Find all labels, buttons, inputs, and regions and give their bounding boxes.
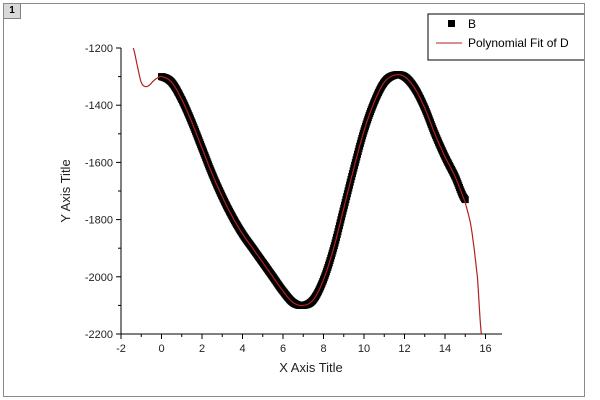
x-tick-label: 10 bbox=[358, 343, 370, 355]
x-tick-label: 2 bbox=[199, 343, 205, 355]
fit-curve bbox=[132, 47, 482, 335]
legend-label-b: B bbox=[468, 17, 476, 31]
scatter-point-b bbox=[461, 196, 469, 204]
x-tick-label: 14 bbox=[439, 343, 451, 355]
tick-marks bbox=[116, 47, 486, 339]
polynomial-fit-line bbox=[132, 47, 482, 335]
legend[interactable]: B Polynomial Fit of D bbox=[427, 13, 584, 61]
tick-labels: -2 0 2 4 6 8 10 12 14 16 -2200 -2000 -1800 -1600 -1400… bbox=[85, 43, 492, 355]
layer-number-badge[interactable]: 1 bbox=[4, 4, 21, 19]
legend-label-fit: Polynomial Fit of D bbox=[468, 36, 569, 50]
x-tick-label: 6 bbox=[280, 343, 286, 355]
x-tick-label: 12 bbox=[398, 343, 410, 355]
y-axis-title: Y Axis Title bbox=[58, 159, 73, 222]
graph-window: 1 -2 0 2 4 6 8 10 12 14 16 -2200 -2000 -1800 -1600 -14… bbox=[3, 3, 585, 397]
x-tick-label: -2 bbox=[116, 343, 126, 355]
x-tick-label: 0 bbox=[158, 343, 164, 355]
x-tick-label: 8 bbox=[320, 343, 326, 355]
data-points bbox=[158, 71, 469, 310]
y-tick-label: -1600 bbox=[85, 157, 113, 169]
y-tick-label: -1800 bbox=[85, 215, 113, 227]
y-tick-label: -2000 bbox=[85, 272, 113, 284]
y-tick-label: -1400 bbox=[85, 100, 113, 112]
plot-area: -2 0 2 4 6 8 10 12 14 16 -2200 -2000 -1800 -1600 -1400… bbox=[58, 13, 584, 375]
y-tick-label: -1200 bbox=[85, 43, 113, 55]
legend-marker-b bbox=[448, 20, 455, 27]
x-axis-title: X Axis Title bbox=[279, 360, 343, 375]
x-tick-label: 4 bbox=[239, 343, 245, 355]
x-tick-label: 16 bbox=[479, 343, 491, 355]
axis-titles: X Axis Title Y Axis Title bbox=[58, 159, 343, 375]
y-tick-label: -2200 bbox=[85, 329, 113, 341]
